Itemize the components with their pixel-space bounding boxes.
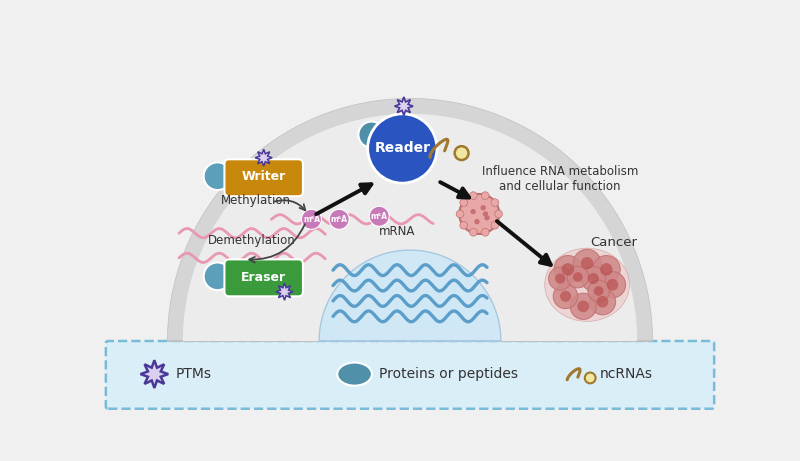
Circle shape [470,228,478,236]
Circle shape [474,219,480,225]
Circle shape [574,249,601,277]
Polygon shape [394,97,413,115]
Circle shape [460,199,467,207]
Polygon shape [141,360,168,388]
Polygon shape [276,283,293,300]
Circle shape [581,257,594,270]
Text: Influence RNA metabolism
and cellular function: Influence RNA metabolism and cellular fu… [482,165,638,193]
Text: Demethylation: Demethylation [208,234,296,248]
Text: Eraser: Eraser [241,271,286,284]
Circle shape [456,210,464,218]
Circle shape [482,192,489,200]
Text: m⁶A: m⁶A [330,215,348,224]
Circle shape [590,289,615,315]
Ellipse shape [545,248,630,321]
Circle shape [369,206,390,226]
Circle shape [554,255,582,283]
Polygon shape [319,250,501,341]
Text: mRNA: mRNA [379,225,415,238]
Text: Methylation: Methylation [221,195,291,207]
Text: Proteins or peptides: Proteins or peptides [379,367,518,381]
Circle shape [470,192,478,200]
Text: m⁶A: m⁶A [303,215,320,224]
Circle shape [594,286,603,296]
Circle shape [482,228,489,236]
Circle shape [573,272,582,282]
Circle shape [606,279,618,291]
Circle shape [599,272,626,298]
Circle shape [481,205,486,211]
Circle shape [581,266,606,291]
Circle shape [484,215,490,220]
Circle shape [329,209,349,229]
Circle shape [600,263,613,276]
Circle shape [368,114,437,183]
FancyBboxPatch shape [106,341,714,409]
Circle shape [454,146,469,160]
Circle shape [588,273,599,284]
Circle shape [204,162,231,190]
Circle shape [494,210,502,218]
Circle shape [597,296,608,307]
Circle shape [567,266,589,288]
Circle shape [358,122,385,148]
Circle shape [578,301,589,312]
Text: Writer: Writer [242,171,286,183]
FancyBboxPatch shape [225,260,303,296]
Circle shape [302,209,322,229]
Text: ncRNAs: ncRNAs [599,367,653,381]
Circle shape [204,262,231,290]
Circle shape [562,263,574,276]
Circle shape [554,284,578,309]
Text: m⁶A: m⁶A [370,212,388,221]
Circle shape [491,221,498,229]
Circle shape [549,267,572,290]
Circle shape [585,372,595,384]
Circle shape [593,255,620,283]
Circle shape [560,291,571,302]
Polygon shape [167,99,653,341]
Circle shape [470,209,476,214]
Polygon shape [255,149,272,166]
Circle shape [570,293,596,319]
Polygon shape [183,114,637,341]
Circle shape [588,280,610,301]
Ellipse shape [338,362,372,386]
Circle shape [482,211,488,217]
Text: Reader: Reader [374,142,430,155]
Text: PTMs: PTMs [176,367,212,381]
Text: Cancer: Cancer [590,236,638,249]
Circle shape [459,194,499,234]
Circle shape [555,273,566,284]
FancyBboxPatch shape [225,159,303,196]
Circle shape [460,221,467,229]
Circle shape [491,199,498,207]
